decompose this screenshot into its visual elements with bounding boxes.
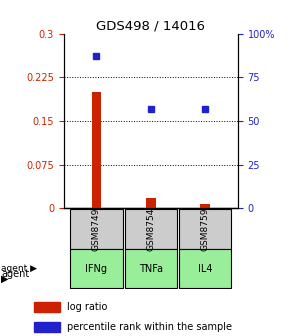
Bar — [92, 92, 101, 208]
Text: agent: agent — [1, 269, 30, 279]
Bar — [34, 322, 60, 332]
Text: IL4: IL4 — [198, 264, 212, 274]
Text: percentile rank within the sample: percentile rank within the sample — [67, 322, 232, 332]
Bar — [179, 249, 231, 288]
Text: GSM8749: GSM8749 — [92, 207, 101, 251]
Text: ▶: ▶ — [1, 274, 9, 284]
Bar — [34, 302, 60, 312]
Bar — [70, 249, 122, 288]
Bar — [146, 198, 156, 208]
Bar — [70, 209, 122, 249]
Bar — [200, 204, 210, 208]
Title: GDS498 / 14016: GDS498 / 14016 — [96, 19, 205, 33]
Text: log ratio: log ratio — [67, 302, 108, 312]
Bar — [125, 209, 177, 249]
Text: TNFa: TNFa — [139, 264, 163, 274]
Bar — [125, 249, 177, 288]
Text: GSM8754: GSM8754 — [146, 207, 155, 251]
Text: IFNg: IFNg — [86, 264, 107, 274]
Text: agent ▶: agent ▶ — [1, 264, 37, 273]
Text: GSM8759: GSM8759 — [201, 207, 210, 251]
Bar — [179, 209, 231, 249]
